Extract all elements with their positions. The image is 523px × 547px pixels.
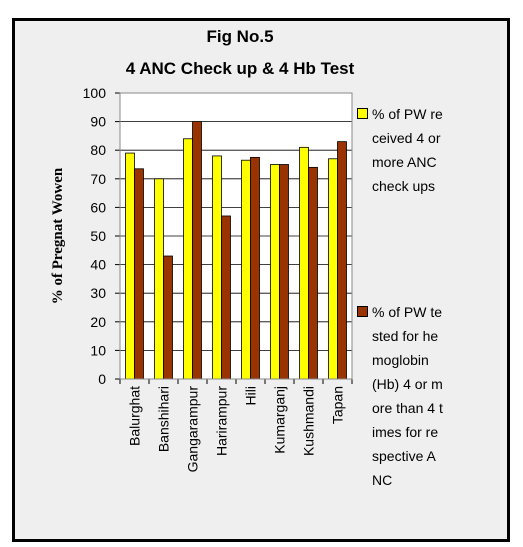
y-tick-label: 40 — [90, 257, 106, 273]
legend-label: % of PW received 4 or more ANC check ups — [372, 106, 443, 194]
bar — [125, 152, 135, 380]
bar — [270, 164, 280, 380]
y-tick-label: 0 — [98, 371, 106, 387]
y-axis-label: % of Pregnat Wowen — [50, 167, 66, 304]
x-tick-label: Hili — [243, 386, 259, 405]
legend-swatch — [357, 306, 368, 317]
bar — [163, 255, 173, 380]
bar — [212, 155, 222, 380]
bar — [337, 141, 347, 380]
chart-subtitle: 4 ANC Check up & 4 Hb Test — [126, 59, 355, 78]
x-tick-label: Balurghat — [127, 386, 143, 446]
y-tick-label: 70 — [90, 171, 106, 187]
bar — [279, 164, 289, 380]
legend-label: % of PW tested for hemoglobin (Hb) 4 or … — [372, 304, 443, 488]
plot-border — [119, 92, 353, 380]
x-tick-label: Banshihari — [156, 386, 172, 452]
bar — [328, 158, 338, 380]
x-tick-label: Gangarampur — [185, 386, 201, 473]
y-tick-label: 10 — [90, 342, 106, 358]
bar — [308, 166, 318, 380]
bar — [241, 159, 251, 380]
bar — [134, 168, 144, 380]
y-tick-label: 50 — [90, 228, 106, 244]
bar — [192, 121, 202, 380]
y-tick-label: 30 — [90, 285, 106, 301]
legend-swatch — [357, 108, 368, 119]
bar — [250, 156, 260, 380]
x-tick-label: Kumarganj — [272, 386, 288, 454]
x-tick-label: Harirampur — [214, 386, 230, 456]
chart-title: Fig No.5 — [206, 27, 273, 46]
legend-item: % of PW received 4 or more ANC check ups — [357, 102, 507, 198]
y-tick-label: 20 — [90, 314, 106, 330]
y-tick-label: 60 — [90, 199, 106, 215]
y-tick-label: 90 — [90, 114, 106, 130]
y-tick-label: 80 — [90, 142, 106, 158]
legend-item: % of PW tested for hemoglobin (Hb) 4 or … — [357, 300, 507, 492]
x-tick-label: Kushmandi — [301, 386, 317, 456]
y-tick-label: 100 — [83, 85, 107, 101]
bar — [299, 146, 309, 380]
bar — [221, 215, 231, 380]
bar — [154, 178, 164, 380]
bar — [183, 138, 193, 380]
x-tick-label: Tapan — [330, 386, 346, 424]
